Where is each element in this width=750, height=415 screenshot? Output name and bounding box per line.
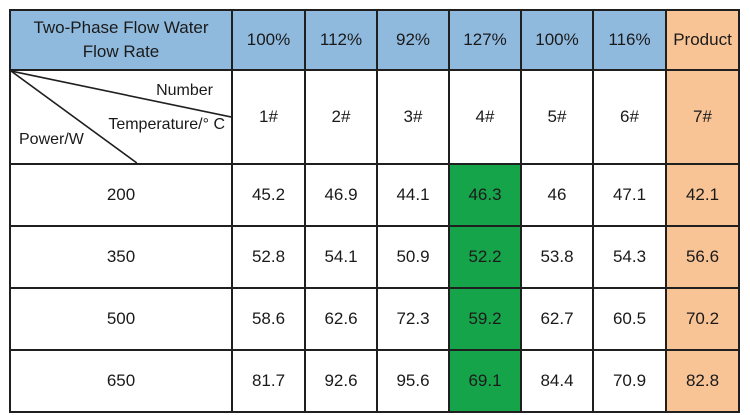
value-cell: 46.9 [304,163,378,227]
number-header: 1# [231,69,306,165]
value-cell: 45.2 [231,163,306,227]
flow-rate-header: 116% [592,9,667,71]
value-cell-highlighted: 69.1 [448,349,522,413]
flow-rate-header: 100% [520,9,594,71]
diagonal-corner-cell: Number Temperature/° C Power/W [9,69,233,165]
flow-rate-header: 92% [376,9,450,71]
power-cell: 200 [9,163,233,227]
table-row: 500 58.6 62.6 72.3 59.2 62.7 60.5 70.2 [9,287,740,351]
flow-rate-header: 127% [448,9,522,71]
value-cell: 72.3 [376,287,450,351]
value-cell: 84.4 [520,349,594,413]
value-cell: 62.6 [304,287,378,351]
value-cell: 81.7 [231,349,306,413]
value-cell-product: 70.2 [665,287,740,351]
value-cell-product: 82.8 [665,349,740,413]
value-cell: 95.6 [376,349,450,413]
number-header: 3# [376,69,450,165]
temperature-axis-label: Temperature/° C [108,116,225,133]
product-header: Product [665,9,740,71]
corner-title-line1: Two-Phase Flow Water [33,18,209,38]
header-row-number: Number Temperature/° C Power/W 1# 2# 3# … [9,69,740,165]
number-header: 2# [304,69,378,165]
power-cell: 650 [9,349,233,413]
table-row: 350 52.8 54.1 50.9 52.2 53.8 54.3 56.6 [9,225,740,289]
value-cell: 92.6 [304,349,378,413]
value-cell: 58.6 [231,287,306,351]
power-cell: 500 [9,287,233,351]
value-cell: 50.9 [376,225,450,289]
table-row: 650 81.7 92.6 95.6 69.1 84.4 70.9 82.8 [9,349,740,413]
number-header: 6# [592,69,667,165]
value-cell: 54.1 [304,225,378,289]
header-row-flow-rate: Two-Phase Flow Water Flow Rate 100% 112%… [9,9,740,71]
value-cell-product: 42.1 [665,163,740,227]
value-cell: 70.9 [592,349,667,413]
value-cell: 60.5 [592,287,667,351]
power-cell: 350 [9,225,233,289]
value-cell-highlighted: 52.2 [448,225,522,289]
value-cell-product: 56.6 [665,225,740,289]
number-header: 5# [520,69,594,165]
value-cell-highlighted: 59.2 [448,287,522,351]
value-cell: 47.1 [592,163,667,227]
flow-rate-header: 112% [304,9,378,71]
number-axis-label: Number [156,82,213,99]
value-cell: 46 [520,163,594,227]
value-cell: 62.7 [520,287,594,351]
value-cell: 44.1 [376,163,450,227]
value-cell-highlighted: 46.3 [448,163,522,227]
diagonal-lines [11,71,231,163]
value-cell: 54.3 [592,225,667,289]
number-header-product: 7# [665,69,740,165]
value-cell: 53.8 [520,225,594,289]
corner-title-cell: Two-Phase Flow Water Flow Rate [9,9,233,71]
two-phase-flow-table: Two-Phase Flow Water Flow Rate 100% 112%… [9,9,740,413]
value-cell: 52.8 [231,225,306,289]
flow-rate-header: 100% [231,9,306,71]
table-row: 200 45.2 46.9 44.1 46.3 46 47.1 42.1 [9,163,740,227]
number-header: 4# [448,69,522,165]
corner-title-line2: Flow Rate [82,42,160,61]
power-axis-label: Power/W [19,131,84,148]
